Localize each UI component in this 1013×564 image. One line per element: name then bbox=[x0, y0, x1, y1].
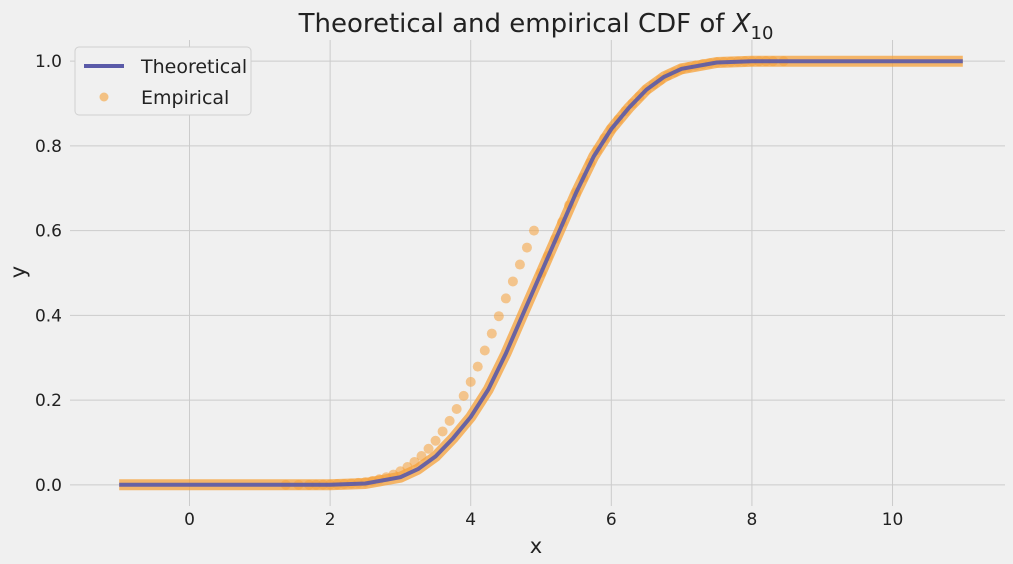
y-tick-label: 0.0 bbox=[35, 476, 62, 496]
theoretical-line bbox=[119, 59, 963, 487]
empirical-point bbox=[514, 259, 525, 270]
chart-title: Theoretical and empirical CDF of X10 bbox=[298, 9, 774, 44]
x-tick-label: 0 bbox=[184, 510, 195, 530]
empirical-point bbox=[507, 276, 518, 287]
x-tick-label: 8 bbox=[747, 510, 758, 530]
empirical-point bbox=[486, 328, 497, 339]
title-math: X bbox=[731, 9, 752, 39]
empirical-point bbox=[437, 426, 448, 437]
empirical-point bbox=[472, 361, 483, 372]
empirical-point bbox=[423, 443, 434, 454]
y-tick-label: 0.4 bbox=[35, 306, 62, 326]
empirical-point bbox=[444, 415, 455, 426]
empirical-point bbox=[479, 345, 490, 356]
plot-area bbox=[119, 55, 963, 491]
x-tick-label: 10 bbox=[882, 510, 904, 530]
empirical-point bbox=[493, 311, 504, 322]
y-axis-label: y bbox=[6, 266, 30, 278]
y-tick-label: 0.8 bbox=[35, 137, 62, 157]
tick-labels: 0 2 4 6 8 10 0.0 0.2 0.4 0.6 0.8 1.0 bbox=[35, 52, 903, 530]
legend-label-empirical: Empirical bbox=[141, 87, 229, 109]
x-tick-label: 4 bbox=[465, 510, 476, 530]
legend-swatch-empirical bbox=[99, 92, 109, 102]
y-tick-label: 0.6 bbox=[35, 222, 62, 242]
empirical-point bbox=[430, 435, 441, 446]
y-tick-label: 0.2 bbox=[35, 391, 62, 411]
empirical-point bbox=[500, 293, 511, 304]
empirical-point bbox=[521, 242, 532, 253]
title-math-subscript: 10 bbox=[751, 23, 774, 44]
x-tick-label: 6 bbox=[606, 510, 617, 530]
empirical-point bbox=[528, 225, 539, 236]
x-tick-label: 2 bbox=[325, 510, 336, 530]
legend-label-theoretical: Theoretical bbox=[140, 56, 247, 78]
legend: Theoretical Empirical bbox=[74, 46, 252, 116]
empirical-point bbox=[451, 403, 462, 414]
empirical-point bbox=[458, 390, 469, 401]
y-tick-label: 1.0 bbox=[35, 52, 62, 72]
empirical-point bbox=[465, 376, 476, 387]
x-axis-label: x bbox=[530, 534, 542, 558]
